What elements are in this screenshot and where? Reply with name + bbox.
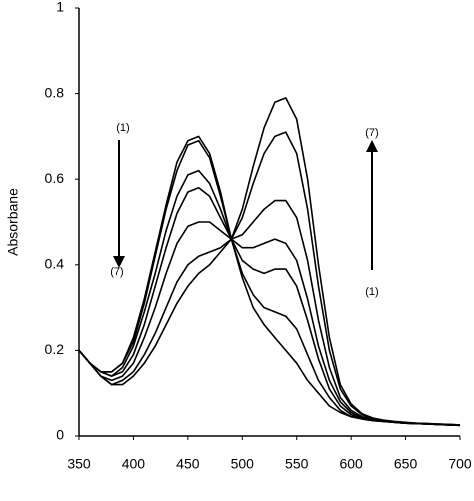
x-tick-label: 450 [176, 456, 200, 472]
spectrum-line [78, 139, 461, 427]
x-tick-label: 350 [67, 456, 91, 472]
x-tick-label: 400 [122, 456, 146, 472]
y-tick-label: 0.6 [45, 170, 65, 186]
x-tick-label: 500 [231, 456, 255, 472]
annotation: (7) [110, 266, 123, 278]
x-tick-label: 650 [394, 456, 418, 472]
spectrum-line [78, 97, 461, 426]
annotation: (7) [365, 127, 378, 139]
annotation: (1) [116, 122, 129, 134]
x-tick-label: 700 [448, 456, 472, 472]
spectrum-line [78, 131, 461, 426]
y-tick-label: 0 [56, 427, 64, 443]
y-axis-label: Absorbane [5, 188, 21, 256]
spectrum-line [78, 169, 461, 427]
y-tick-label: 0.8 [45, 84, 65, 100]
annotation: (1) [365, 286, 378, 298]
y-tick-label: 1 [56, 0, 64, 15]
y-tick-label: 0.2 [45, 341, 65, 357]
x-tick-label: 600 [339, 456, 363, 472]
spectrum-line [78, 135, 461, 427]
spectrum-line [78, 187, 461, 427]
spectrum-line [78, 199, 461, 427]
y-tick-label: 0.4 [45, 256, 65, 272]
x-tick-label: 550 [285, 456, 309, 472]
